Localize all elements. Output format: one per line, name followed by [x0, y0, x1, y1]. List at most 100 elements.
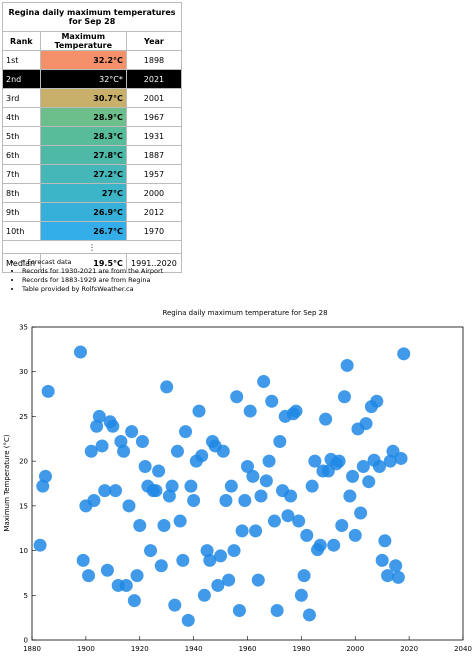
x-tick-label: 1880 [23, 645, 41, 653]
year: 2001 [125, 88, 183, 108]
point [195, 449, 209, 463]
point [92, 409, 106, 423]
note: * Forecast data [22, 258, 163, 267]
point [203, 553, 217, 567]
point [354, 506, 368, 520]
point [265, 394, 279, 408]
point [235, 524, 249, 538]
point [162, 489, 176, 503]
point [359, 417, 373, 431]
point [76, 553, 90, 567]
point [389, 559, 403, 573]
point [391, 570, 405, 584]
point [327, 538, 341, 552]
point [273, 434, 287, 448]
point [170, 444, 184, 458]
median-row: Median 19.5°C 1991..2020 [2, 253, 183, 273]
table-row: 3rd 30.7°C 2001 [2, 88, 183, 108]
point [356, 460, 370, 474]
point [38, 469, 52, 483]
point [176, 553, 190, 567]
point [302, 608, 316, 622]
temperature: 32°C* [39, 69, 127, 89]
point [98, 484, 112, 498]
point [135, 434, 149, 448]
point [73, 345, 87, 359]
y-tick-label: 35 [19, 324, 28, 332]
point [165, 479, 179, 493]
table-row: 5th 28.3°C 1931 [2, 126, 183, 146]
note: Table provided by RolfsWeather.ca [22, 285, 163, 294]
point [149, 484, 163, 498]
point [267, 514, 281, 528]
point [370, 394, 384, 408]
point [130, 569, 144, 583]
point [117, 444, 131, 458]
chart: Regina daily maximum temperature for Sep… [3, 309, 472, 653]
point [109, 484, 123, 498]
x-tick-label: 2040 [454, 645, 472, 653]
point [397, 347, 411, 361]
rank: 7th [2, 164, 41, 184]
point [219, 493, 233, 507]
point [95, 439, 109, 453]
year: 1957 [125, 164, 183, 184]
year: 1898 [125, 50, 183, 70]
rank: 10th [2, 221, 41, 241]
point [246, 469, 260, 483]
temperature: 28.3°C [39, 126, 127, 146]
point [82, 569, 96, 583]
notes: * Forecast dataRecords for 1930-2021 are… [2, 258, 163, 294]
rank: 6th [2, 145, 41, 165]
point [114, 434, 128, 448]
point [243, 404, 257, 418]
note: Records for 1883-1929 are from Regina [22, 276, 163, 285]
temperature: 28.9°C [39, 107, 127, 127]
point [375, 553, 389, 567]
point [184, 479, 198, 493]
year: 1970 [125, 221, 183, 241]
point [33, 538, 47, 552]
rank: 1st [2, 50, 41, 70]
point [127, 594, 141, 608]
median-period: 1991..2020 [125, 253, 183, 273]
x-tick-label: 1940 [185, 645, 203, 653]
point [100, 563, 114, 577]
point [348, 528, 362, 542]
point [297, 569, 311, 583]
table-row: 4th 28.9°C 1967 [2, 107, 183, 127]
table-row: 2nd 32°C* 2021 [2, 69, 183, 89]
point [160, 380, 174, 394]
y-tick-label: 5 [24, 592, 28, 600]
year: 1887 [125, 145, 183, 165]
rank: 4th [2, 107, 41, 127]
point [214, 549, 228, 563]
x-tick-label: 2020 [400, 645, 418, 653]
y-tick-label: 10 [19, 547, 28, 555]
point [222, 573, 236, 587]
point [340, 358, 354, 372]
point [238, 493, 252, 507]
point [232, 603, 246, 617]
year: 1967 [125, 107, 183, 127]
header: Rank [2, 31, 41, 51]
point [230, 390, 244, 404]
point [241, 460, 254, 474]
point [125, 425, 139, 439]
median-temp: 19.5°C [39, 253, 127, 273]
point [300, 528, 314, 542]
point [227, 544, 241, 558]
header: Year [125, 31, 183, 51]
point [122, 499, 136, 513]
table-row: 7th 27.2°C 1957 [2, 164, 183, 184]
x-tick-label: 1900 [77, 645, 95, 653]
point [381, 569, 395, 583]
y-tick-label: 30 [19, 368, 28, 376]
y-axis-label: Maximum Temperature (°C) [3, 434, 11, 531]
rank: 8th [2, 183, 41, 203]
point [335, 519, 349, 533]
x-tick-label: 1960 [239, 645, 257, 653]
point [284, 489, 298, 503]
y-tick-label: 25 [19, 413, 28, 421]
y-tick-label: 20 [19, 458, 28, 466]
